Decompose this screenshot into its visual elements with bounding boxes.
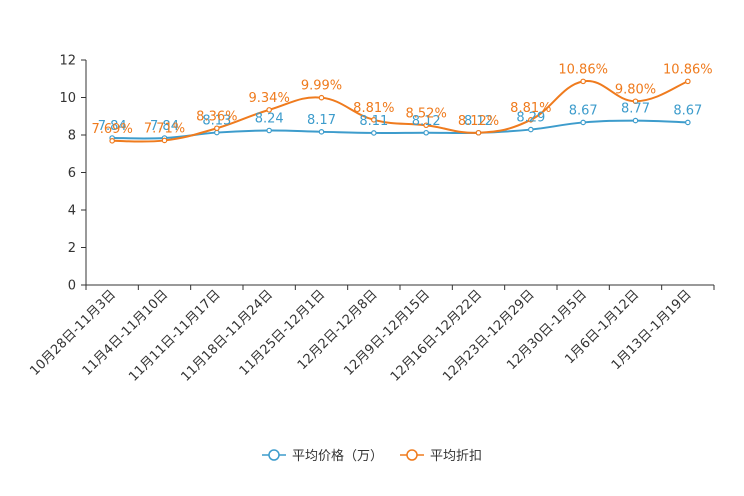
- price-point: [266, 127, 272, 134]
- price-point: [423, 129, 429, 136]
- discount-data-label: 9.80%: [615, 82, 656, 97]
- discount-data-label: 7.71%: [144, 121, 185, 136]
- discount-data-label: 8.81%: [353, 101, 394, 116]
- discount-point: [214, 125, 220, 132]
- legend-item-discount[interactable]: 平均折扣: [400, 449, 482, 464]
- price-point: [685, 119, 691, 126]
- price-data-label: 8.12: [464, 114, 493, 129]
- price-point: [371, 130, 377, 136]
- discount-data-label: 8.52%: [406, 106, 447, 121]
- x-tick-label: 11月18日-11月24日: [179, 287, 276, 384]
- discount-point: [266, 107, 272, 113]
- discount-data-label: 8.81%: [510, 101, 551, 116]
- price-data-label: 8.77: [621, 102, 650, 117]
- price-point: [632, 117, 639, 124]
- discount-point: [580, 78, 586, 85]
- x-tick-label: 11月11日-11月17日: [126, 287, 223, 384]
- price-data-label: 7.84: [98, 119, 127, 134]
- price-data-label: 8.17: [307, 113, 336, 128]
- legend-label: 平均折扣: [430, 449, 482, 464]
- price-point: [318, 129, 325, 135]
- discount-data-label: 9.99%: [301, 79, 342, 94]
- x-tick-label: 12月23日-12月29日: [440, 287, 537, 384]
- data-labels: 7.84 7.84 8.13 8.24 8.17 8.11 8.12 8.12 8.29 8.67…: [92, 62, 713, 136]
- legend-label: 平均价格（万）: [292, 448, 383, 464]
- y-tick-label: 12: [59, 54, 76, 69]
- discount-data-label: 7.69%: [92, 122, 133, 137]
- discount-point: [632, 98, 639, 105]
- discount-point: [109, 138, 115, 144]
- y-tick-label: 4: [68, 204, 76, 219]
- price-data-label: 8.13: [202, 114, 231, 129]
- price-data-label: 8.11: [359, 114, 388, 129]
- legend-marker-icon: [406, 449, 418, 461]
- price-data-label: 8.67: [569, 103, 598, 118]
- legend[interactable]: 平均价格（万） 平均折扣: [262, 448, 482, 464]
- price-point: [528, 126, 534, 133]
- discount-point: [475, 129, 482, 136]
- price-data-label: 8.12: [412, 114, 441, 129]
- discount-point: [161, 137, 168, 144]
- price-data-label: 8.24: [255, 112, 284, 127]
- price-data-label: 8.29: [516, 111, 545, 126]
- discount-data-label: 10.86%: [663, 62, 713, 77]
- discount-data-label: 8.12%: [458, 114, 499, 129]
- y-tick-label: 8: [68, 129, 76, 144]
- price-data-label: 7.84: [150, 119, 179, 134]
- y-tick-label: 2: [68, 241, 76, 256]
- discount-data-label: 9.34%: [249, 91, 290, 106]
- y-tick-label: 10: [59, 91, 76, 106]
- price-point: [580, 119, 586, 126]
- discount-point: [371, 117, 377, 123]
- discount-data-label: 8.36%: [196, 109, 237, 124]
- y-tick-label: 0: [68, 279, 76, 294]
- price-series-line: [112, 119, 688, 140]
- legend-marker-icon: [268, 449, 280, 461]
- discount-point: [685, 78, 691, 85]
- discount-point: [423, 122, 429, 129]
- x-tick-label: 12月16日-12月22日: [388, 287, 485, 384]
- discount-data-label: 10.86%: [558, 62, 608, 77]
- price-data-label: 8.67: [673, 103, 702, 118]
- discount-point: [318, 94, 325, 101]
- discount-point: [528, 117, 534, 123]
- y-tick-label: 6: [68, 166, 76, 181]
- x-tick-label: 10月28日-11月3日: [27, 287, 119, 379]
- series-layer: [109, 78, 691, 144]
- legend-item-price[interactable]: 平均价格（万）: [262, 448, 383, 464]
